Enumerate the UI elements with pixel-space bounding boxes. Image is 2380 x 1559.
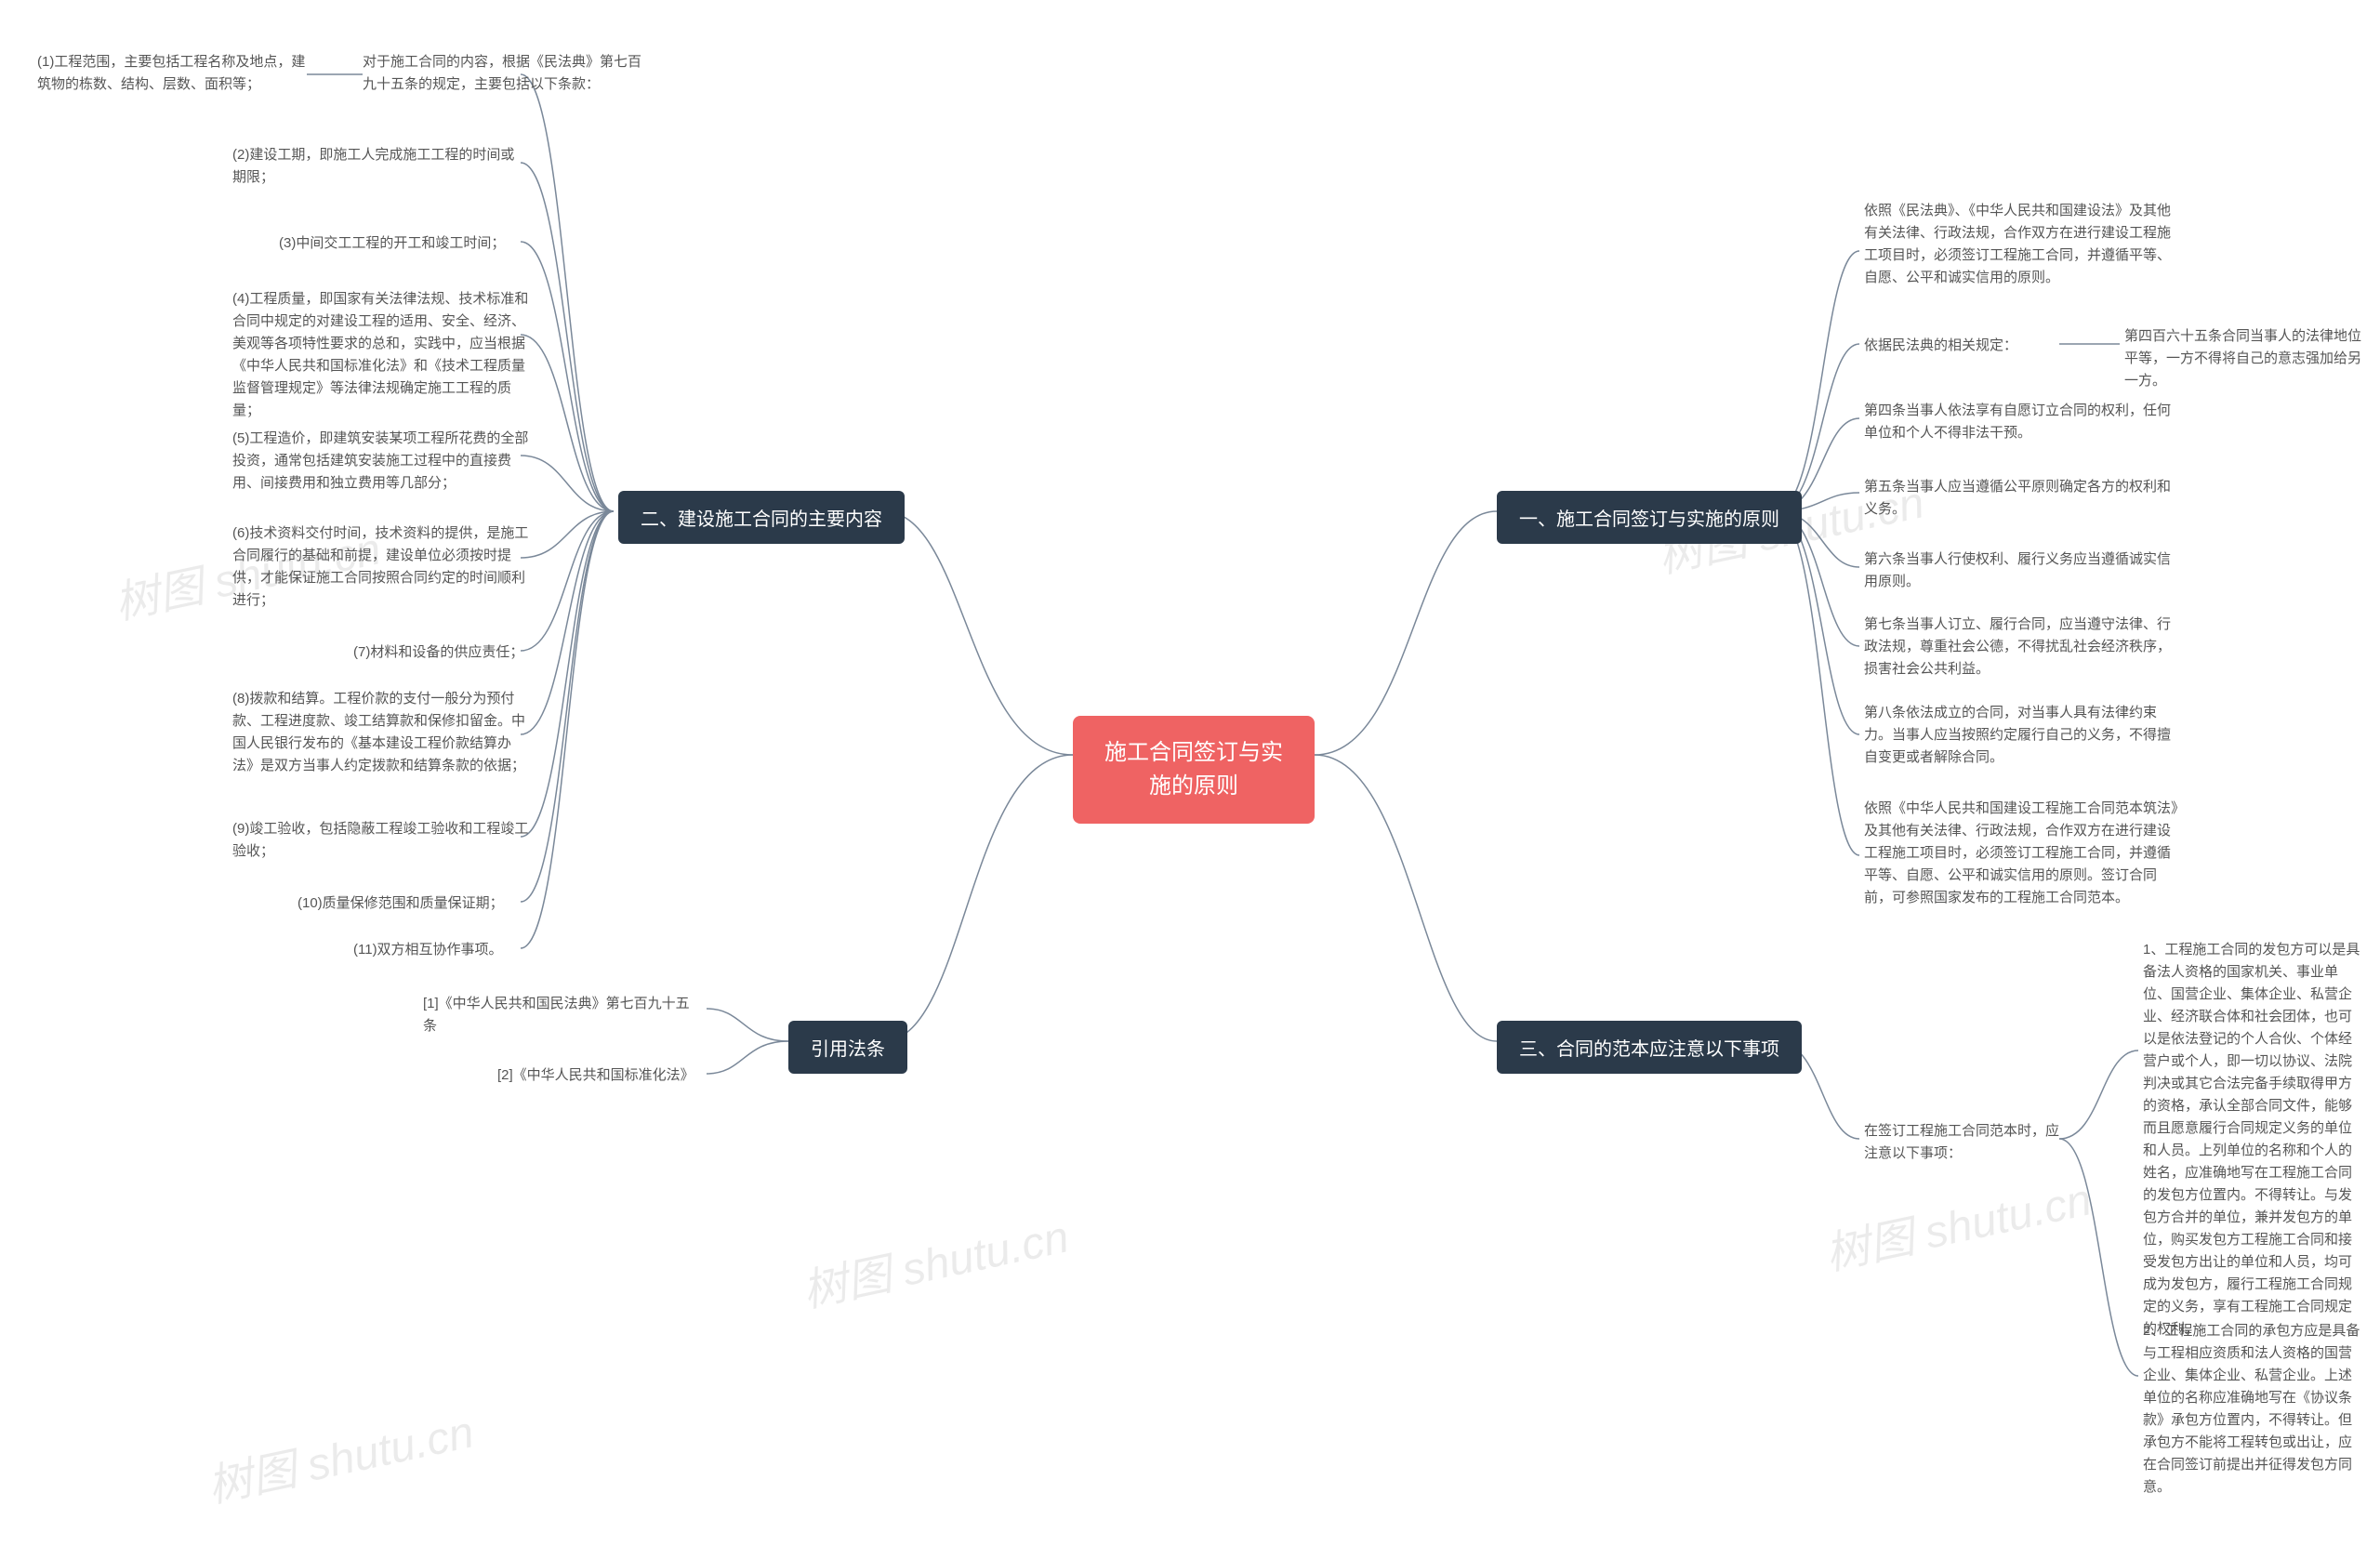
leaf-b1-8: 依照《中华人民共和国建设工程施工合同范本筑法》及其他有关法律、行政法规，合作双方…: [1864, 798, 2180, 909]
leaf-b2-6: (6)技术资料交付时间，技术资料的提供，是施工合同履行的基础和前提，建设单位必须…: [232, 522, 530, 612]
watermark: 树图 shutu.cn: [201, 1395, 479, 1515]
leaf-b1-1: 依照《民法典》、《中华人民共和国建设法》及其他有关法律、行政法规，合作双方在进行…: [1864, 200, 2180, 289]
watermark: 树图 shutu.cn: [1818, 1163, 2096, 1283]
leaf-b2-9: (9)竣工验收，包括隐蔽工程竣工验收和工程竣工验收；: [232, 818, 530, 863]
leaf-b2-11: (11)双方相互协作事项。: [353, 939, 539, 961]
leaf-b1-5: 第六条当事人行使权利、履行义务应当遵循诚实信用原则。: [1864, 548, 2180, 593]
leaf-b1-7: 第八条依法成立的合同，对当事人具有法律约束力。当事人应当按照约定履行自己的义务，…: [1864, 702, 2180, 769]
leaf-b2-8: (8)拨款和结算。工程价款的支付一般分为预付款、工程进度款、竣工结算款和保修扣留…: [232, 688, 530, 777]
branch-3: 三、合同的范本应注意以下事项: [1497, 1021, 1802, 1074]
leaf-b2-5: (5)工程造价，即建筑安装某项工程所花费的全部投资，通常包括建筑安装施工过程中的…: [232, 428, 530, 495]
leaf-law-1: [1]《中华人民共和国民法典》第七百九十五条: [423, 993, 702, 1037]
watermark: 树图 shutu.cn: [796, 1200, 1074, 1320]
leaf-b3-2: 2、工程施工合同的承包方应是具备与工程相应资质和法人资格的国营企业、集体企业、私…: [2143, 1320, 2361, 1499]
leaf-b2-3: (3)中间交工工程的开工和竣工时间；: [279, 232, 521, 255]
leaf-b3-1: 1、工程施工合同的发包方可以是具备法人资格的国家机关、事业单位、国营企业、集体企…: [2143, 939, 2361, 1341]
leaf-b1-2-label: 依据民法典的相关规定：: [1864, 335, 2050, 357]
leaf-law-2: [2]《中华人民共和国标准化法》: [497, 1064, 702, 1087]
leaf-b2-4: (4)工程质量，即国家有关法律法规、技术标准和合同中规定的对建设工程的适用、安全…: [232, 288, 530, 422]
leaf-b2-7: (7)材料和设备的供应责任；: [353, 641, 539, 664]
leaf-b1-4: 第五条当事人应当遵循公平原则确定各方的权利和义务。: [1864, 476, 2180, 521]
leaf-b1-2-sub: 第四百六十五条合同当事人的法律地位平等，一方不得将自己的意志强加给另一方。: [2124, 325, 2366, 392]
leaf-b2-1: 对于施工合同的内容，根据《民法典》第七百九十五条的规定，主要包括以下条款：: [363, 51, 651, 96]
leaf-b1-6: 第七条当事人订立、履行合同，应当遵守法律、行政法规，尊重社会公德，不得扰乱社会经…: [1864, 614, 2180, 680]
branch-law: 引用法条: [788, 1021, 907, 1074]
branch-1: 一、施工合同签订与实施的原则: [1497, 491, 1802, 544]
leaf-b3-intro: 在签订工程施工合同范本时，应注意以下事项：: [1864, 1120, 2059, 1165]
root-node: 施工合同签订与实施的原则: [1073, 716, 1315, 824]
leaf-b2-10: (10)质量保修范围和质量保证期；: [298, 892, 530, 915]
branch-2: 二、建设施工合同的主要内容: [618, 491, 905, 544]
leaf-b1-3: 第四条当事人依法享有自愿订立合同的权利，任何单位和个人不得非法干预。: [1864, 400, 2180, 444]
leaf-b2-1-prefix: (1)工程范围，主要包括工程名称及地点，建筑物的栋数、结构、层数、面积等；: [37, 51, 307, 96]
leaf-b2-2: (2)建设工期，即施工人完成施工工程的时间或期限；: [232, 144, 521, 189]
